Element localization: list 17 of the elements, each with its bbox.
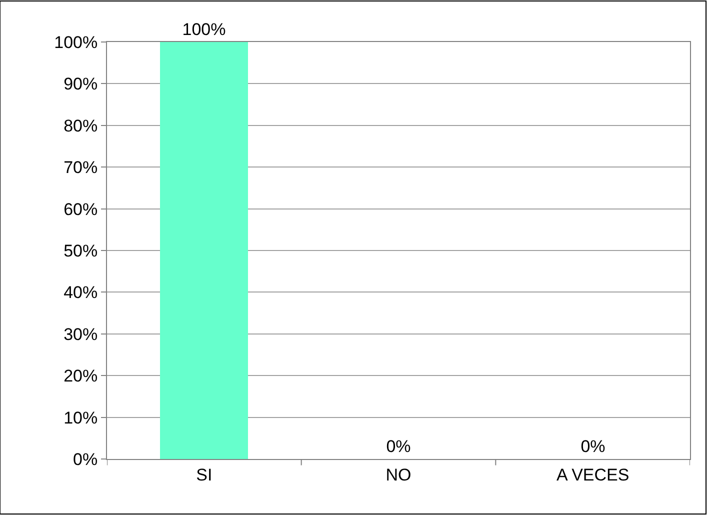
y-tick-label: 70% [64,158,98,178]
y-tick-label: 40% [64,283,98,302]
x-tick-label: A VECES [556,465,630,484]
data-label: 0% [386,437,411,456]
y-tick-label: 30% [64,324,98,344]
y-tick-label: 0% [73,450,98,469]
y-tick-label: 20% [64,366,98,386]
x-tick-label: NO [386,465,412,484]
y-tick-label: 100% [54,32,98,52]
data-label: 100% [182,20,226,39]
y-tick-label: 10% [64,408,98,428]
x-tick-label: SI [196,465,212,484]
y-tick-label: 80% [64,116,98,136]
y-tick-label: 50% [64,241,98,260]
data-label: 0% [580,437,606,456]
y-tick-label: 90% [64,74,98,94]
y-tick-label: 60% [64,200,98,219]
